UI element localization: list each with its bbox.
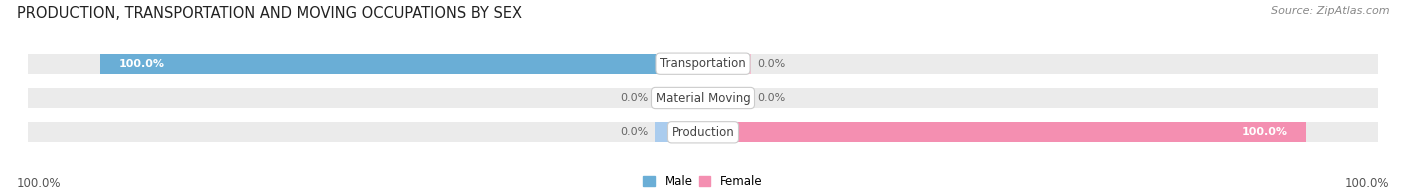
Bar	[28, 54, 1378, 74]
Text: Material Moving: Material Moving	[655, 92, 751, 104]
Text: 100.0%: 100.0%	[17, 177, 62, 190]
Text: PRODUCTION, TRANSPORTATION AND MOVING OCCUPATIONS BY SEX: PRODUCTION, TRANSPORTATION AND MOVING OC…	[17, 6, 522, 21]
Text: Source: ZipAtlas.com: Source: ZipAtlas.com	[1271, 6, 1389, 16]
Bar	[703, 54, 751, 74]
Text: 100.0%: 100.0%	[1344, 177, 1389, 190]
Text: 0.0%: 0.0%	[758, 93, 786, 103]
Text: 100.0%: 100.0%	[118, 59, 165, 69]
Text: 100.0%: 100.0%	[1241, 127, 1288, 137]
Text: 0.0%: 0.0%	[758, 59, 786, 69]
Text: Production: Production	[672, 126, 734, 139]
Bar	[28, 122, 1378, 142]
Legend: Male, Female: Male, Female	[644, 175, 762, 188]
Bar	[100, 54, 703, 74]
Bar	[655, 88, 703, 108]
Bar	[703, 122, 1306, 142]
Bar	[28, 88, 1378, 108]
Text: 0.0%: 0.0%	[620, 93, 648, 103]
Text: 0.0%: 0.0%	[620, 127, 648, 137]
Text: Transportation: Transportation	[661, 57, 745, 70]
Bar	[703, 88, 751, 108]
Bar	[655, 122, 703, 142]
